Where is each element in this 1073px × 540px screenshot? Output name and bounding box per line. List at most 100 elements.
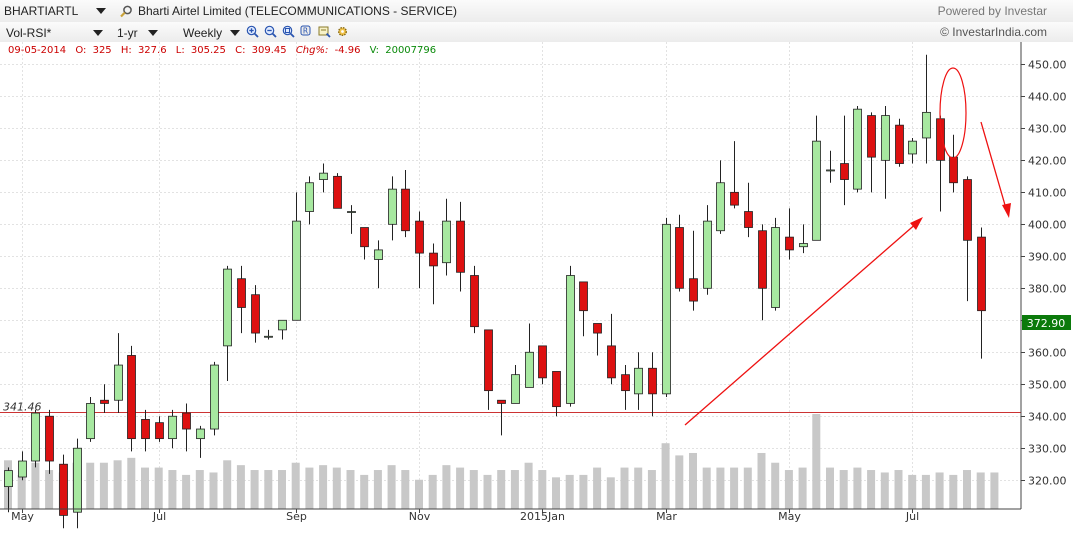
search-icon[interactable] <box>120 5 133 18</box>
candle-body <box>675 227 684 289</box>
volume-bar <box>291 462 300 509</box>
candle-body <box>292 220 301 321</box>
candle-body <box>593 323 602 334</box>
volume-bar <box>716 467 725 509</box>
volume-bar <box>209 472 218 509</box>
period-select[interactable]: 1-yr <box>117 26 138 40</box>
candle-body <box>470 275 479 328</box>
y-tick-label: 420.00 <box>1028 155 1067 168</box>
y-tick-label: 320.00 <box>1028 475 1067 488</box>
candle-body <box>949 156 958 184</box>
x-tick-label: 2015Jan <box>520 510 565 523</box>
candle-body <box>785 236 794 251</box>
candle-body <box>525 351 534 388</box>
volume-bar <box>223 460 232 509</box>
top-toolbar: BHARTIARTL Bharti Airtel Limited (TELECO… <box>0 0 1073 23</box>
candle-body <box>223 268 232 347</box>
zoom-fit-icon[interactable] <box>282 25 295 38</box>
candle-body <box>168 415 177 440</box>
candle-body <box>867 115 876 158</box>
highlight-ellipse <box>939 67 967 159</box>
volume-bar <box>45 470 54 509</box>
candle-body <box>114 364 123 401</box>
uptrend-arrow-head <box>910 217 923 230</box>
downtrend-arrow-head <box>1002 203 1011 218</box>
candle-body <box>771 227 780 308</box>
period-dropdown-icon[interactable] <box>148 30 158 36</box>
volume-bar <box>784 470 793 509</box>
candle-body <box>127 355 136 440</box>
settings-gear-icon[interactable] <box>336 25 349 38</box>
volume-bar <box>634 467 643 509</box>
volume-bar <box>647 470 656 509</box>
volume-bar <box>757 452 766 509</box>
chart-toolbar: Vol-RSI* 1-yr Weekly R © InvestarIndia.c… <box>0 22 1073 43</box>
volume-bar <box>428 474 437 509</box>
powered-by-text: Powered by Investar <box>937 4 1047 18</box>
svg-text:R: R <box>303 27 308 36</box>
volume-bar <box>593 467 602 509</box>
reset-zoom-icon[interactable]: R <box>300 25 313 38</box>
volume-bar <box>579 474 588 509</box>
volume-bar <box>141 467 149 509</box>
volume-bar <box>17 474 26 509</box>
company-name: Bharti Airtel Limited (TELECOMMUNICATION… <box>138 4 457 18</box>
volume-bar <box>921 474 930 509</box>
indicator-select[interactable]: Vol-RSI* <box>6 26 52 40</box>
volume-bar <box>606 477 615 509</box>
interval-dropdown-icon[interactable] <box>230 30 240 36</box>
candle-body <box>18 460 27 478</box>
support-label: 341.46 <box>3 401 42 414</box>
volume-bar <box>319 465 328 509</box>
y-tick-label: 440.00 <box>1028 91 1067 104</box>
volume-bar <box>305 467 314 509</box>
volume-bar <box>812 414 821 509</box>
x-axis: May Jul Sep Nov 2015Jan Mar May Jul <box>11 509 919 523</box>
volume-bar <box>702 467 711 509</box>
candle-body <box>538 345 547 379</box>
candle-body <box>4 470 13 488</box>
interval-select[interactable]: Weekly <box>183 26 223 40</box>
volume-bar <box>442 465 451 509</box>
y-tick-label: 380.00 <box>1028 283 1067 296</box>
candle-body <box>511 374 520 404</box>
zoom-out-icon[interactable] <box>264 25 277 38</box>
candle-body <box>429 252 438 267</box>
volume-bar <box>990 472 999 509</box>
candle-body <box>758 230 767 289</box>
pan-icon[interactable] <box>318 25 331 38</box>
volume-bar <box>182 474 191 509</box>
x-tick-label: May <box>778 510 801 523</box>
candle-body <box>908 140 917 155</box>
symbol-field[interactable]: BHARTIARTL <box>4 4 79 18</box>
candle-body <box>621 374 630 392</box>
symbol-dropdown-icon[interactable] <box>96 8 106 14</box>
candle-body <box>552 371 561 408</box>
indicator-dropdown-icon[interactable] <box>93 30 103 36</box>
candle-body <box>319 172 328 180</box>
zoom-in-icon[interactable] <box>246 25 259 38</box>
y-tick-label: 450.00 <box>1028 59 1067 72</box>
ohlc-high-label: H: <box>121 45 132 56</box>
candle-body <box>210 364 219 430</box>
volume-bar <box>415 479 423 509</box>
ohlc-chg: -4.96 <box>335 45 361 56</box>
volume-bar <box>689 452 697 509</box>
candle-body <box>579 281 588 312</box>
candle-body <box>388 188 397 225</box>
last-price-box <box>1022 315 1071 330</box>
ohlc-close: 309.45 <box>252 45 287 56</box>
volume-bar <box>771 462 780 509</box>
volume-bar <box>469 470 478 509</box>
candle-body <box>415 220 424 254</box>
y-tick-label: 430.00 <box>1028 123 1067 136</box>
chart-grid <box>0 42 1021 509</box>
x-tick-label: Jul <box>152 510 166 523</box>
volume-bar <box>908 474 917 509</box>
candle-body <box>634 367 643 395</box>
candle-body <box>182 412 191 430</box>
volume-bar <box>332 467 341 509</box>
ohlc-open: 325 <box>93 45 112 56</box>
price-chart[interactable]: 341.46 320.00330.00340.00350.00360.00370… <box>0 42 1073 540</box>
candle-body <box>100 399 109 404</box>
